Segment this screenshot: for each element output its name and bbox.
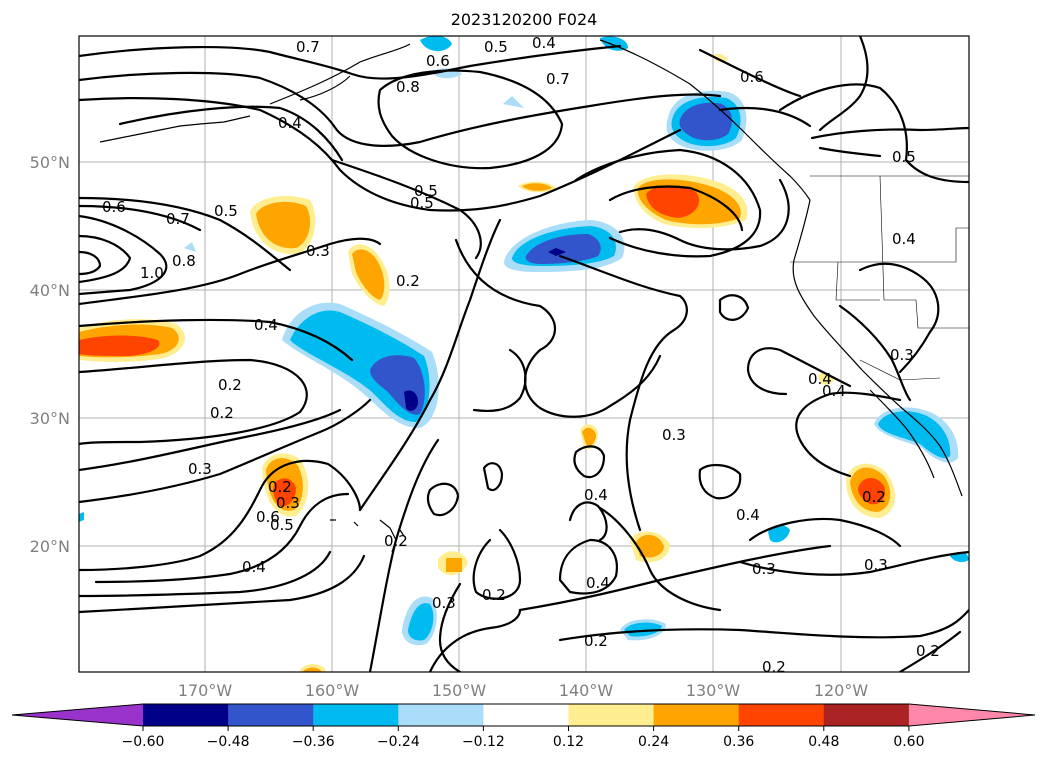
colorbar-tick-label: 0.60 [893, 734, 924, 750]
colorbar-segment [823, 704, 910, 726]
lat-label: 40°N [30, 281, 70, 300]
coastlines [99, 39, 969, 553]
contour-label: 0.4 [736, 506, 760, 524]
colorbar-extend-low [12, 704, 143, 726]
colorbar-tick-label: 0.24 [638, 734, 669, 750]
contour-label: 0.5 [414, 182, 438, 200]
lon-label: 170°W [178, 681, 233, 700]
colorbar-tick-label: −0.12 [462, 734, 505, 750]
colorbar-tick-label: −0.60 [122, 734, 165, 750]
contour-label: 0.7 [546, 70, 570, 88]
colorbar-tick-label: 0.36 [723, 734, 754, 750]
colorbar-tick-label: −0.24 [377, 734, 420, 750]
contour-label: 0.3 [890, 346, 914, 364]
negative-patch-west-small [184, 242, 196, 252]
contour-label: 0.7 [296, 38, 320, 56]
contour-label: 0.6 [102, 198, 126, 216]
contour-label: 0.2 [268, 478, 292, 496]
lon-label: 150°W [432, 681, 487, 700]
contour-label: 0.5 [270, 516, 294, 534]
negative-patch-central [504, 220, 625, 272]
contour-label: 0.7 [166, 210, 190, 228]
contour-label: 0.5 [410, 194, 434, 212]
contour-label: 0.3 [306, 242, 330, 260]
colorbar-segment [568, 704, 655, 726]
positive-patch-160w [348, 244, 390, 306]
negative-patch-baja [874, 407, 959, 463]
contour-label: 0.4 [242, 558, 266, 576]
negative-patch-south-c [768, 524, 790, 543]
colorbar-segment [313, 704, 399, 726]
contour-label: 0.4 [278, 114, 302, 132]
positive-patch-west [79, 319, 186, 362]
colorbar-segment [738, 704, 825, 726]
lat-label: 50°N [30, 153, 70, 172]
lon-label: 130°W [686, 681, 741, 700]
colorbar-extend-high [908, 704, 1035, 726]
contour-label: 0.8 [396, 78, 420, 96]
contour-label: 0.4 [892, 230, 916, 248]
lat-label: 20°N [30, 537, 70, 556]
contour-label: 0.2 [384, 532, 408, 550]
shaded-anomalies [79, 36, 969, 672]
colorbar-tick-label: 0.12 [553, 734, 584, 750]
contour-label: 0.6 [740, 68, 764, 86]
negative-patch-subtropical [282, 302, 439, 428]
contour-label: 0.3 [432, 594, 456, 612]
contour-label: 0.4 [532, 34, 556, 52]
contour-label: 0.2 [584, 632, 608, 650]
positive-patch-offshore [633, 174, 748, 229]
contour-label: 0.4 [808, 370, 832, 388]
contour-label: 0.3 [864, 556, 888, 574]
colorbar-segment [398, 704, 484, 726]
contour-label: 0.6 [256, 508, 280, 526]
colorbar [11, 703, 1036, 727]
contour-label: 0.3 [752, 560, 776, 578]
contour-label: 0.2 [210, 404, 234, 422]
latitude-labels: 50°N 40°N 30°N 20°N [30, 153, 70, 556]
contour-label: 0.4 [586, 574, 610, 592]
contour-label: 0.4 [584, 486, 608, 504]
contour-label: 0.2 [482, 586, 506, 604]
contour-label: 0.4 [822, 382, 846, 400]
contour-lines [79, 36, 969, 672]
lat-label: 30°N [30, 409, 70, 428]
colorbar-segment [483, 704, 569, 726]
positive-patch-dateline [250, 196, 316, 255]
contour-label: 0.2 [762, 658, 786, 676]
contour-label: 0.2 [916, 642, 940, 660]
contour-label: 0.5 [214, 202, 238, 220]
lon-label: 120°W [814, 681, 869, 700]
contour-label: 0.2 [862, 488, 886, 506]
contour-label: 0.5 [892, 148, 916, 166]
negative-patch-north-d [503, 96, 524, 108]
positive-patch-southeast [846, 463, 896, 518]
colorbar-ticks: −0.60 −0.48 −0.36 −0.24 −0.12 0.12 0.24 0.36 0.4… [122, 726, 924, 750]
lon-label: 140°W [559, 681, 614, 700]
contour-label: 1.0 [140, 264, 164, 282]
contour-label: 0.2 [396, 272, 420, 290]
contour-label: 0.4 [254, 316, 278, 334]
contour-label: 0.8 [172, 252, 196, 270]
colorbar-segment [653, 704, 740, 726]
map-title: 2023120200 F024 [451, 10, 598, 29]
contour-label: 0.3 [276, 494, 300, 512]
contour-label: 0.3 [188, 460, 212, 478]
contour-labels: 0.7 0.5 0.4 0.6 0.8 0.4 0.7 0.6 0.5 0.6 … [102, 34, 940, 676]
map-area: 0.7 0.5 0.4 0.6 0.8 0.4 0.7 0.6 0.5 0.6 … [79, 34, 969, 676]
contour-label: 0.6 [426, 52, 450, 70]
longitude-labels: 170°W 160°W 150°W 140°W 130°W 120°W [178, 681, 869, 700]
contour-label: 0.5 [484, 38, 508, 56]
map-frame [78, 35, 970, 673]
colorbar-segment [228, 704, 314, 726]
colorbar-tick-label: −0.48 [207, 734, 250, 750]
contour-label: 0.3 [662, 426, 686, 444]
colorbar-tick-label: −0.36 [292, 734, 335, 750]
lon-label: 160°W [305, 681, 360, 700]
contour-label: 0.2 [218, 376, 242, 394]
colorbar-tick-label: 0.48 [808, 734, 839, 750]
colorbar-segment [143, 704, 229, 726]
negative-patch-north-a [420, 36, 452, 51]
